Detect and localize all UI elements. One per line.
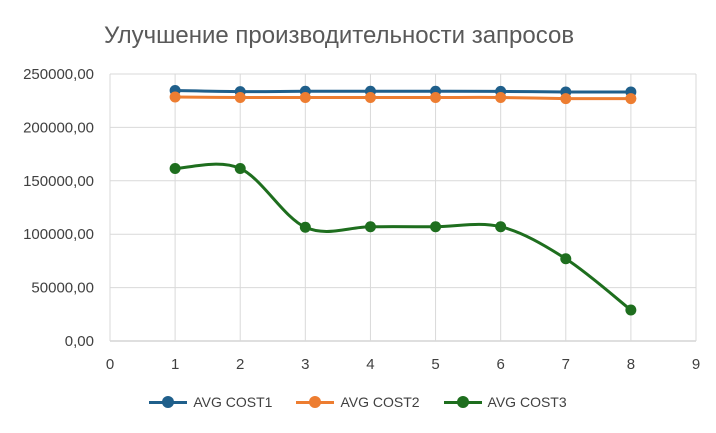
x-tick-label: 3 bbox=[301, 356, 309, 373]
x-tick-label: 5 bbox=[431, 356, 439, 373]
data-point bbox=[625, 304, 637, 316]
data-point bbox=[234, 91, 246, 103]
legend-swatch bbox=[149, 396, 188, 408]
y-tick-label: 150000,00 bbox=[23, 173, 94, 190]
data-point bbox=[430, 91, 442, 103]
series-line-3 bbox=[175, 162, 632, 312]
plot-area: 0,00 50000,00 100000,00 150000,00 200000,00 2… bbox=[23, 66, 700, 373]
x-tick-label: 8 bbox=[627, 356, 635, 373]
data-point bbox=[625, 93, 637, 105]
legend-item: AVG COST3 bbox=[443, 394, 567, 410]
series-line-1 bbox=[175, 89, 631, 94]
legend-swatch bbox=[443, 396, 482, 408]
data-point bbox=[495, 221, 507, 233]
data-point bbox=[169, 91, 181, 103]
legend-item: AVG COST2 bbox=[296, 394, 420, 410]
x-tick-label: 7 bbox=[562, 356, 570, 373]
legend-label: AVG COST2 bbox=[340, 394, 420, 410]
data-point bbox=[364, 91, 376, 103]
x-tick-label: 2 bbox=[236, 356, 244, 373]
y-tick-label: 100000,00 bbox=[23, 226, 94, 243]
legend: AVG COST1 AVG COST2 AVG COST3 bbox=[0, 394, 716, 410]
data-point bbox=[169, 163, 181, 175]
y-tick-label: 200000,00 bbox=[23, 119, 94, 136]
data-point bbox=[560, 93, 572, 105]
data-point bbox=[234, 163, 246, 175]
legend-swatch bbox=[296, 396, 335, 408]
legend-label: AVG COST1 bbox=[193, 394, 273, 410]
legend-label: AVG COST3 bbox=[487, 394, 567, 410]
legend-item: AVG COST1 bbox=[149, 394, 272, 410]
x-tick-label: 0 bbox=[106, 356, 114, 373]
data-point bbox=[430, 221, 442, 233]
x-tick-label: 4 bbox=[366, 356, 374, 373]
x-tick-label: 9 bbox=[692, 356, 700, 373]
x-tick-label: 1 bbox=[171, 356, 179, 373]
data-point bbox=[299, 221, 311, 233]
data-point bbox=[495, 91, 507, 103]
y-tick-label: 250000,00 bbox=[23, 66, 94, 83]
data-point bbox=[560, 253, 572, 265]
data-point bbox=[364, 221, 376, 233]
chart-title: Улучшение производительности запросов bbox=[104, 22, 575, 49]
y-tick-label: 0,00 bbox=[65, 333, 94, 350]
series-line-2 bbox=[175, 95, 631, 101]
y-tick-label: 50000,00 bbox=[31, 280, 94, 297]
data-point bbox=[299, 91, 311, 103]
x-tick-label: 6 bbox=[496, 356, 504, 373]
